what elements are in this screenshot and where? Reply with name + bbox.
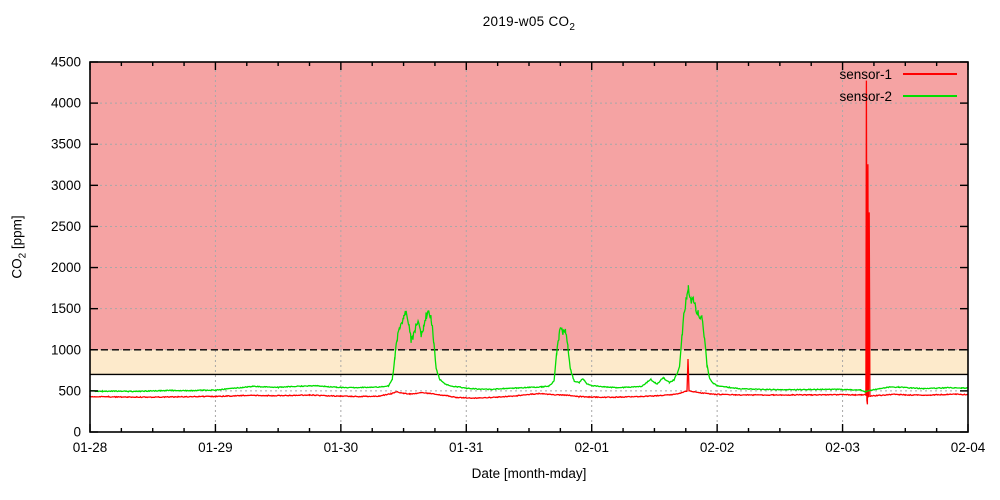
series-line-sensor-2 bbox=[89, 285, 969, 393]
x-tick-label-01-31: 01-31 bbox=[449, 440, 484, 455]
legend-row-sensor-2: sensor-2 bbox=[839, 85, 957, 107]
legend-label-sensor-2: sensor-2 bbox=[839, 88, 892, 104]
chart-title-subscript: 2 bbox=[569, 22, 576, 33]
x-tick-label-01-28: 01-28 bbox=[73, 440, 108, 455]
chart-title-text: 2019-w05 CO bbox=[482, 14, 570, 29]
y-tick-label-2000: 2000 bbox=[51, 260, 81, 275]
y-tick-label-1500: 1500 bbox=[51, 301, 81, 316]
y-tick-label-4500: 4500 bbox=[51, 55, 81, 70]
y-tick-label-3500: 3500 bbox=[51, 137, 81, 152]
zone-danger bbox=[90, 62, 968, 350]
y-tick-label-2500: 2500 bbox=[51, 219, 81, 234]
zone-warning bbox=[90, 349, 968, 375]
x-tick-label-02-03: 02-03 bbox=[825, 440, 860, 455]
y-tick-label-1000: 1000 bbox=[51, 342, 81, 357]
legend-label-sensor-1: sensor-1 bbox=[839, 66, 892, 82]
legend-line-sample-sensor-1 bbox=[903, 73, 957, 75]
legend: sensor-1 sensor-2 bbox=[839, 63, 957, 107]
chart-title: 2019-w05 CO2 bbox=[90, 14, 968, 33]
legend-line-sample-sensor-2 bbox=[903, 95, 957, 97]
y-tick-label-4000: 4000 bbox=[51, 96, 81, 111]
x-tick-label-01-29: 01-29 bbox=[198, 440, 233, 455]
x-axis-title: Date [month-mday] bbox=[471, 466, 587, 481]
y-tick-label-500: 500 bbox=[58, 383, 81, 398]
legend-row-sensor-1: sensor-1 bbox=[839, 63, 957, 85]
x-tick-label-02-02: 02-02 bbox=[700, 440, 735, 455]
x-tick-label-02-04: 02-04 bbox=[951, 440, 986, 455]
x-tick-label-01-30: 01-30 bbox=[324, 440, 359, 455]
x-tick-label-02-01: 02-01 bbox=[574, 440, 609, 455]
y-tick-label-3000: 3000 bbox=[51, 178, 81, 193]
series-line-sensor-1 bbox=[89, 80, 969, 405]
y-tick-label-0: 0 bbox=[73, 425, 81, 440]
